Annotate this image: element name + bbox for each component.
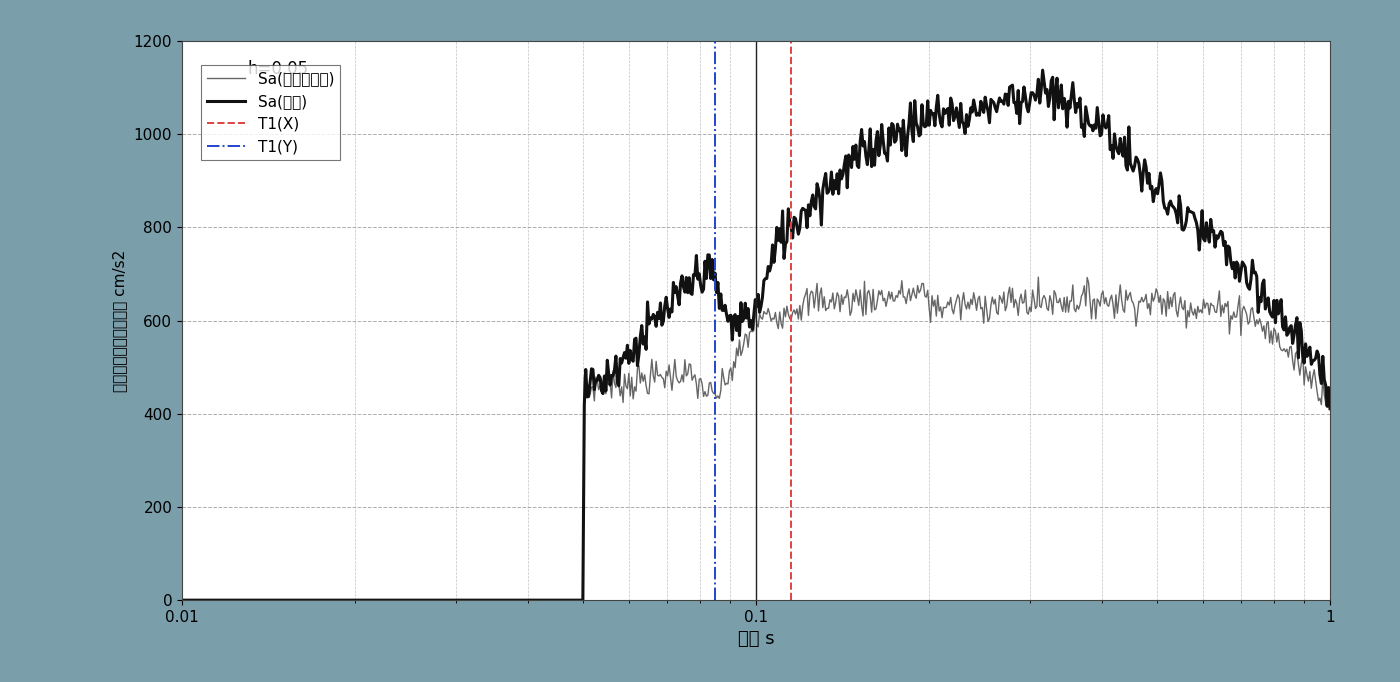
Sa(工学的基盤) [174,596,190,604]
Sa(表層) [871,151,888,160]
Sa(表層) [904,138,921,146]
Sa(工学的基盤) [244,596,260,604]
Legend: Sa(工学的基盤), Sa(表層), T1(X), T1(Y): Sa(工学的基盤), Sa(表層), T1(X), T1(Y) [202,65,340,160]
Sa(工学的基盤) [871,286,888,295]
Sa(表層) [1035,66,1051,74]
Sa(表層) [1322,404,1338,413]
Sa(工学的基盤) [1163,303,1180,311]
Y-axis label: 加速度応答スペクトル cm/s2: 加速度応答スペクトル cm/s2 [112,250,127,391]
Sa(工学的基盤) [904,284,921,293]
Sa(表層) [1046,116,1063,124]
X-axis label: 周期 s: 周期 s [738,630,774,649]
Sa(表層) [174,596,190,604]
Line: Sa(工学的基盤): Sa(工学的基盤) [182,277,1330,600]
T1(Y) [707,595,724,604]
Sa(工学的基盤) [1030,273,1047,281]
Line: Sa(表層): Sa(表層) [182,70,1330,600]
T1(Y) [707,596,724,604]
Text: h=0.05: h=0.05 [248,59,308,78]
Sa(表層) [1163,201,1180,209]
Sa(工学的基盤) [840,295,857,303]
Sa(表層) [840,151,857,159]
T1(X) [783,596,799,604]
T1(X) [783,595,799,604]
Sa(工学的基盤) [1322,397,1338,405]
Sa(工学的基盤) [1046,286,1063,295]
Sa(表層) [244,596,260,604]
